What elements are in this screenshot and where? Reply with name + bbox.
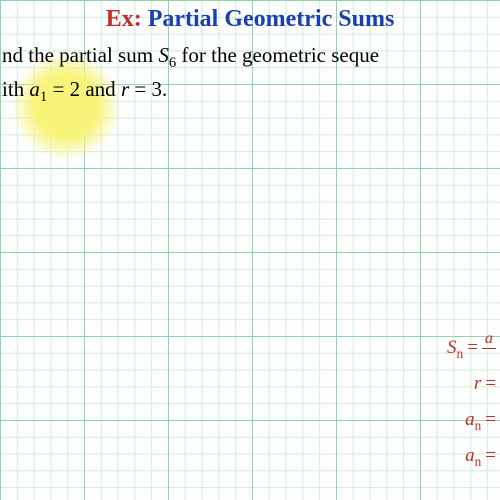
title-main: Partial Geometric Sums bbox=[148, 6, 395, 32]
symbol-Sn: Sn bbox=[447, 330, 463, 366]
equals: = bbox=[485, 366, 496, 402]
problem-fragment: ith bbox=[2, 77, 29, 101]
equals: = bbox=[467, 330, 478, 366]
symbol-r: r bbox=[121, 77, 129, 101]
problem-line-2: ith a1 = 2 and r = 3. bbox=[2, 74, 498, 108]
problem-line-1: nd the partial sum S6 for the geometric … bbox=[2, 40, 498, 74]
problem-fragment: nd the partial sum bbox=[2, 43, 158, 67]
fraction-denominator bbox=[484, 349, 494, 366]
slide-title: Ex: Partial Geometric Sums bbox=[0, 6, 500, 33]
equals: = bbox=[485, 438, 496, 474]
title-prefix: Ex: bbox=[106, 6, 142, 32]
formula-list: Sn = a r = an = an = bbox=[447, 330, 496, 474]
formula-row-r: r = bbox=[447, 366, 496, 402]
formula-row-an-2: an = bbox=[447, 438, 496, 474]
fraction-numerator: a bbox=[482, 331, 496, 349]
problem-fragment: = 3. bbox=[129, 77, 167, 101]
symbol-a1: a1 bbox=[29, 77, 47, 101]
formula-row-an-1: an = bbox=[447, 402, 496, 438]
problem-text: nd the partial sum S6 for the geometric … bbox=[0, 40, 500, 108]
symbol-an: an bbox=[465, 402, 481, 438]
problem-fragment: = 2 bbox=[47, 77, 80, 101]
symbol-S: S6 bbox=[158, 43, 176, 67]
symbol-r: r bbox=[474, 366, 481, 402]
formula-row-Sn: Sn = a bbox=[447, 330, 496, 366]
fraction: a bbox=[482, 331, 496, 366]
slide-content: Ex: Partial Geometric Sums nd the partia… bbox=[0, 0, 500, 500]
problem-fragment: for the geometric seque bbox=[176, 43, 379, 67]
problem-fragment: and bbox=[80, 77, 121, 101]
symbol-an: an bbox=[465, 438, 481, 474]
equals: = bbox=[485, 402, 496, 438]
